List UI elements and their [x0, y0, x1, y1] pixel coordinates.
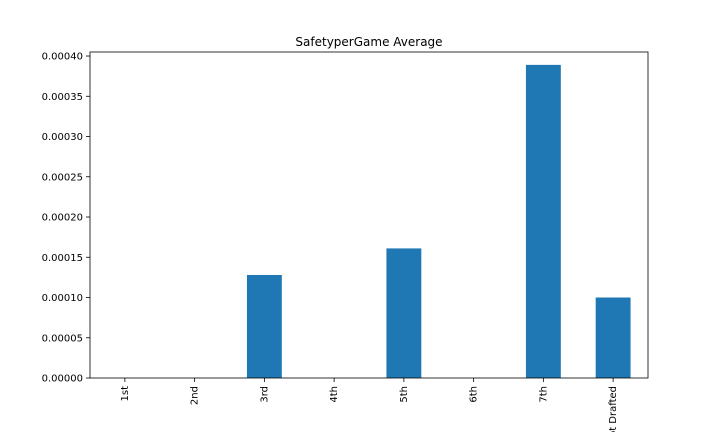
bars-group: [246, 64, 631, 378]
y-tick-label-6: 0.00030: [42, 132, 83, 143]
x-tick-label-3: 4th: [329, 386, 340, 403]
x-tick-label-4: 5th: [399, 386, 410, 403]
y-tick-label-5: 0.00025: [42, 172, 83, 183]
bar-6: [525, 64, 561, 378]
plot-frame: [89, 51, 649, 379]
y-tick-label-4: 0.00020: [42, 213, 83, 224]
y-axis: 0.00000 0.00005 0.00010 0.00015 0.00020 0.000…: [42, 52, 90, 385]
y-tick-label-2: 0.00010: [42, 293, 83, 304]
y-tick-label-7: 0.00035: [42, 92, 83, 103]
x-tick-label-6: 7th: [538, 386, 549, 403]
x-tick-label-7: Not Drafted: [608, 386, 619, 432]
bar-4: [386, 248, 422, 378]
x-tick-label-1: 2nd: [190, 386, 201, 405]
chart-title: SafetyperGame Average: [295, 35, 442, 49]
y-tick-label-0: 0.00000: [42, 374, 83, 385]
x-tick-label-0: 1st: [120, 386, 131, 402]
y-tick-label-3: 0.00015: [42, 253, 83, 264]
y-tick-label-8: 0.00040: [42, 52, 83, 63]
x-axis: 1st 2nd 3rd 4th 5th 6th 7th Not Drafted: [120, 378, 619, 432]
x-tick-label-5: 6th: [469, 386, 480, 403]
x-tick-label-2: 3rd: [259, 386, 270, 403]
bar-2: [246, 274, 282, 378]
bar-7: [595, 297, 631, 378]
y-tick-label-1: 0.00005: [42, 333, 83, 344]
